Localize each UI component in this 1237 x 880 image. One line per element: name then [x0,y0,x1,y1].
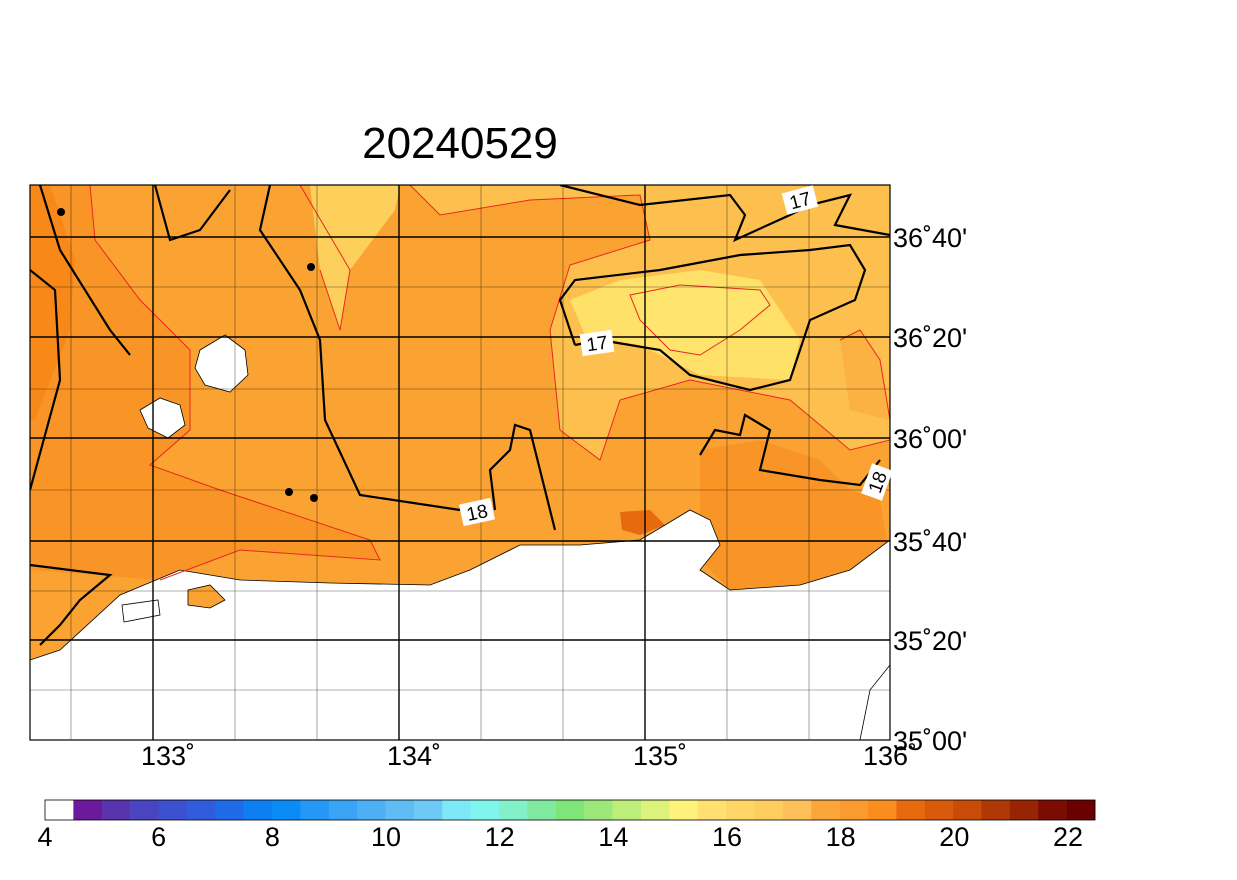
colorbar-label: 20 [939,822,969,852]
color-swatch [243,800,273,820]
color-swatch [272,800,301,820]
contour-label-bg [459,497,495,527]
x-label: 133˚ [141,741,195,771]
color-swatch [612,800,642,820]
color-swatch [385,800,415,820]
colorbar-label: 10 [371,822,401,852]
contour-label-bg [861,463,893,501]
color-swatch [782,800,812,820]
color-swatch [101,800,131,820]
y-label: 35˚40' [893,527,967,557]
colorbar-label: 8 [265,822,280,852]
color-swatch [1038,800,1067,820]
colorbar-label: 14 [598,822,628,852]
color-swatch [413,800,443,820]
map-frame [29,184,891,741]
color-swatch [697,800,727,820]
color-swatch [470,800,500,820]
color-swatch [45,800,74,820]
color-swatch [300,800,330,820]
color-swatch [953,800,982,820]
color-swatch [158,800,188,820]
color-swatch [1066,800,1096,820]
y-label: 36˚20' [893,323,967,353]
map-fill [30,185,890,740]
color-swatch [584,800,613,820]
color-swatch [555,800,585,820]
colorbar-label: 22 [1053,822,1083,852]
colorbar-label: 4 [37,822,52,852]
y-label: 35˚00' [893,726,967,756]
contour-label: 17 [579,329,615,357]
y-label: 35˚20' [893,626,967,656]
color-swatch [130,800,159,820]
y-label: 36˚00' [893,424,967,454]
colorbar-label: 12 [485,822,515,852]
contour-label: 18 [861,463,893,501]
color-swatch [811,800,840,820]
colorbar: 4 6 8 10 12 14 16 18 20 22 [37,799,1096,852]
colorbar-label: 18 [826,822,856,852]
color-swatch [357,800,386,820]
color-swatch [754,800,784,820]
color-swatch [896,800,926,820]
colorbar-frame [44,799,1096,821]
color-swatch [328,800,358,820]
color-swatch [640,800,670,820]
color-swatch [73,800,103,820]
color-swatch [1009,800,1039,820]
color-swatch [924,800,954,820]
contour-label-text: 18 [465,501,490,526]
axis-labels: 133˚ 134˚ 135˚ 136˚ 36˚40' 36˚20' 36˚00' 35˚40'… [141,223,967,771]
x-label: 136˚ [863,741,917,771]
x-label: 135˚ [633,741,687,771]
color-swatch [867,800,897,820]
contour-label-bg [579,329,615,357]
contour-label: 18 [459,497,495,527]
color-swatch [839,800,869,820]
color-swatch [186,800,216,820]
contour-label-text: 17 [585,333,609,357]
color-swatch [726,800,755,820]
color-swatch [499,800,528,820]
contour-label-bg [781,185,819,215]
colorbar-label: 16 [712,822,742,852]
x-label: 134˚ [387,741,441,771]
y-label: 36˚40' [893,223,967,253]
color-swatch [215,800,244,820]
color-swatch [527,800,557,820]
colorbar-label: 6 [151,822,166,852]
color-swatch [442,800,471,820]
color-swatch [669,800,699,820]
color-swatch [981,800,1011,820]
title: 20240529 [362,119,558,168]
